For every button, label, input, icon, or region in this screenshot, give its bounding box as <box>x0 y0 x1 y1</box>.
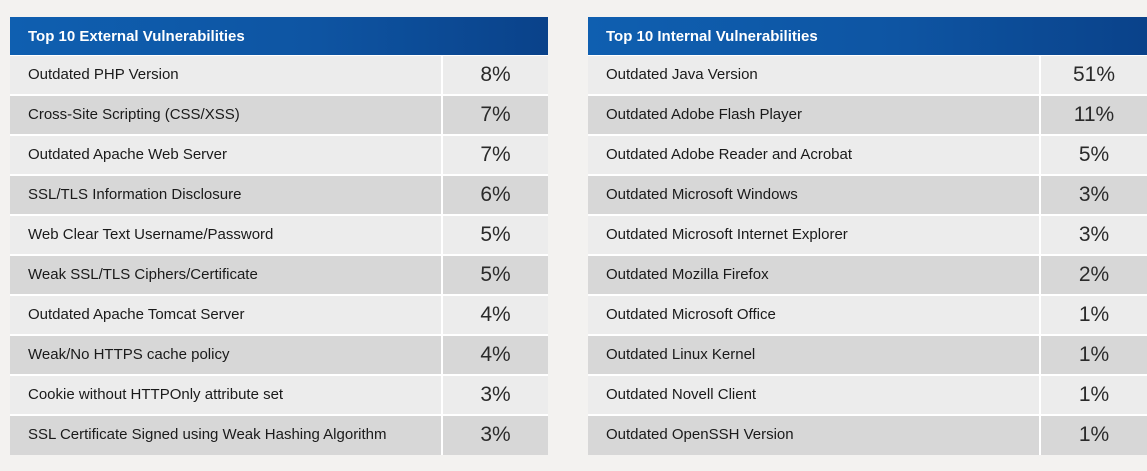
vulnerability-name: Outdated Microsoft Office <box>588 296 1041 334</box>
vulnerability-percent: 8% <box>480 63 511 86</box>
external-vulnerabilities-table: Top 10 External Vulnerabilities Outdated… <box>10 17 548 455</box>
vulnerability-name: Outdated Java Version <box>588 56 1041 94</box>
external-table-title: Top 10 External Vulnerabilities <box>10 17 548 56</box>
external-table-rows: Outdated PHP Version 8% Cross-Site Scrip… <box>10 56 548 455</box>
table-row: Web Clear Text Username/Password 5% <box>10 216 548 256</box>
internal-table-title: Top 10 Internal Vulnerabilities <box>588 17 1147 56</box>
internal-table-rows: Outdated Java Version 51% Outdated Adobe… <box>588 56 1147 455</box>
vulnerability-name: SSL/TLS Information Disclosure <box>10 176 443 214</box>
table-row: Outdated PHP Version 8% <box>10 56 548 96</box>
vulnerability-name: Outdated Adobe Flash Player <box>588 96 1041 134</box>
vulnerability-percent: 1% <box>1078 303 1110 326</box>
vulnerability-name: Outdated Linux Kernel <box>588 336 1041 374</box>
vulnerability-name: Weak SSL/TLS Ciphers/Certificate <box>10 256 443 294</box>
vulnerability-percent: 11% <box>1073 103 1115 126</box>
vulnerability-percent: 6% <box>480 183 511 206</box>
table-row: Weak SSL/TLS Ciphers/Certificate 5% <box>10 256 548 296</box>
vulnerability-name: Outdated Microsoft Windows <box>588 176 1041 214</box>
vulnerability-percent: 3% <box>1078 223 1110 246</box>
vulnerability-name: Outdated OpenSSH Version <box>588 416 1041 455</box>
vulnerability-percent: 7% <box>480 143 511 166</box>
table-row: Outdated Linux Kernel 1% <box>588 336 1147 376</box>
vulnerability-percent: 1% <box>1078 423 1110 446</box>
vulnerability-percent: 4% <box>480 303 511 326</box>
table-row: Cookie without HTTPOnly attribute set 3% <box>10 376 548 416</box>
vulnerability-percent: 3% <box>480 383 511 406</box>
vulnerability-name: SSL Certificate Signed using Weak Hashin… <box>10 416 443 455</box>
vulnerability-percent: 1% <box>1078 343 1110 366</box>
vulnerability-name: Web Clear Text Username/Password <box>10 216 443 254</box>
table-row: Outdated Microsoft Windows 3% <box>588 176 1147 216</box>
vulnerability-name: Weak/No HTTPS cache policy <box>10 336 443 374</box>
vulnerability-name: Outdated Mozilla Firefox <box>588 256 1041 294</box>
vulnerability-percent: 7% <box>480 103 511 126</box>
vulnerability-percent: 51% <box>1072 63 1116 86</box>
table-row: Outdated Novell Client 1% <box>588 376 1147 416</box>
vulnerability-percent: 3% <box>480 423 511 446</box>
table-row: Outdated Mozilla Firefox 2% <box>588 256 1147 296</box>
table-row: Weak/No HTTPS cache policy 4% <box>10 336 548 376</box>
table-row: Outdated Adobe Reader and Acrobat 5% <box>588 136 1147 176</box>
table-row: SSL Certificate Signed using Weak Hashin… <box>10 416 548 455</box>
vulnerability-percent: 5% <box>480 263 511 286</box>
vulnerability-percent: 5% <box>480 223 511 246</box>
table-row: Outdated OpenSSH Version 1% <box>588 416 1147 455</box>
table-row: SSL/TLS Information Disclosure 6% <box>10 176 548 216</box>
vulnerability-name: Outdated Novell Client <box>588 376 1041 414</box>
vulnerability-name: Outdated PHP Version <box>10 56 443 94</box>
table-row: Outdated Microsoft Office 1% <box>588 296 1147 336</box>
vulnerability-percent: 3% <box>1078 183 1110 206</box>
table-row: Cross-Site Scripting (CSS/XSS) 7% <box>10 96 548 136</box>
vulnerability-name: Cookie without HTTPOnly attribute set <box>10 376 443 414</box>
table-row: Outdated Apache Tomcat Server 4% <box>10 296 548 336</box>
table-row: Outdated Adobe Flash Player 11% <box>588 96 1147 136</box>
table-row: Outdated Java Version 51% <box>588 56 1147 96</box>
table-row: Outdated Microsoft Internet Explorer 3% <box>588 216 1147 256</box>
vulnerability-name: Outdated Microsoft Internet Explorer <box>588 216 1041 254</box>
vulnerability-name: Outdated Apache Web Server <box>10 136 443 174</box>
vulnerability-percent: 4% <box>480 343 511 366</box>
internal-vulnerabilities-table: Top 10 Internal Vulnerabilities Outdated… <box>588 17 1147 455</box>
table-row: Outdated Apache Web Server 7% <box>10 136 548 176</box>
vulnerability-name: Outdated Adobe Reader and Acrobat <box>588 136 1041 174</box>
vulnerability-name: Cross-Site Scripting (CSS/XSS) <box>10 96 443 134</box>
vulnerability-percent: 1% <box>1078 383 1110 406</box>
vulnerability-name: Outdated Apache Tomcat Server <box>10 296 443 334</box>
vulnerability-percent: 5% <box>1078 143 1110 166</box>
vulnerability-percent: 2% <box>1078 263 1110 286</box>
